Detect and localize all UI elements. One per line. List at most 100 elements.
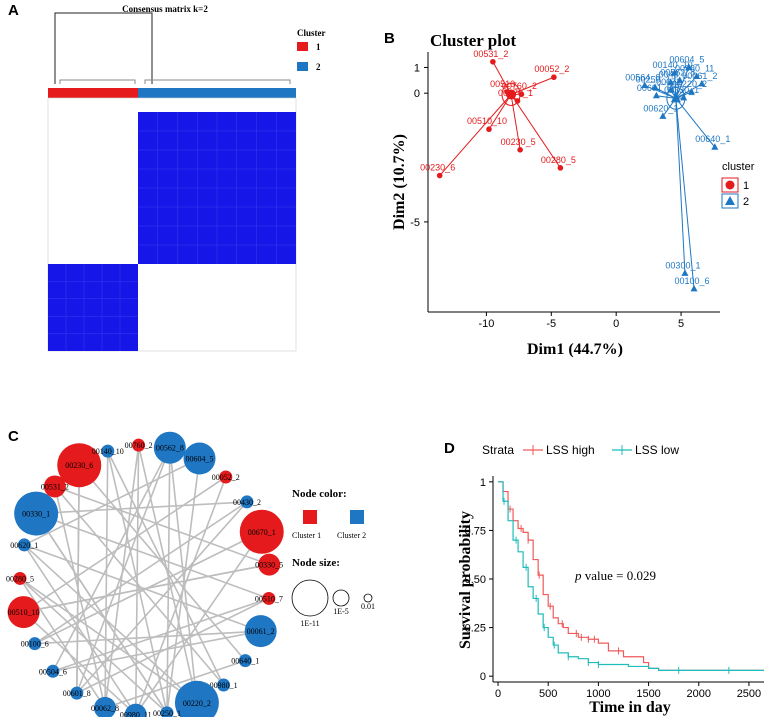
network-node	[217, 678, 231, 692]
network-node-label: 00061_2	[247, 627, 275, 636]
consensus-legend-label-2: 2	[316, 62, 321, 72]
cluster-legend-label-1: 1	[743, 180, 749, 192]
cluster-2-spoke	[654, 87, 677, 99]
network-edge	[135, 531, 263, 716]
network-edge	[54, 485, 225, 686]
cluster-1-point	[486, 126, 492, 133]
node-color-swatch-1	[303, 510, 317, 524]
survival-curve-lss-high	[498, 481, 764, 671]
cluster-1-spoke	[510, 94, 521, 150]
node-color-label-2: Cluster 2	[337, 531, 366, 540]
consensus-legend-swatch-2	[297, 62, 308, 71]
cluster-1-point-label: 00052_2	[534, 64, 569, 74]
network-edge	[104, 451, 109, 708]
network-node-label: 00430_2	[233, 498, 261, 507]
cluster-2-point-label: 00601_8	[637, 83, 672, 93]
x-tick-label: 0	[495, 688, 501, 700]
cluster-2-spoke	[675, 98, 695, 289]
cluster-1-point-label: 00510_10	[467, 116, 507, 126]
cluster-2-point	[676, 76, 684, 83]
network-node-label: 00980_11	[120, 711, 152, 717]
network-edge	[23, 611, 137, 716]
network-node-label: 00601_8	[63, 689, 91, 698]
y-tick-label: 0.50	[465, 574, 486, 586]
network-node-label: 00330_1	[22, 510, 50, 519]
x-tick-label: 1500	[636, 688, 660, 700]
cluster-plot-marks: 00531_200052_200510_00760_200670_100510_…	[420, 49, 730, 292]
x-tick-label: 0	[613, 318, 619, 330]
survival-legend-title: Strata	[482, 443, 514, 457]
network-node	[7, 596, 40, 629]
cluster-2-point	[693, 72, 701, 79]
network-node	[153, 431, 186, 464]
x-tick-label: 5	[678, 318, 684, 330]
cluster-legend-key-2	[721, 193, 739, 209]
network-node-label: 00531_2	[41, 482, 69, 491]
consensus-legend-label-1: 1	[316, 42, 321, 52]
cluster-2-point	[687, 87, 695, 95]
network-edge	[166, 458, 201, 713]
node-size-label-1: 1E-11	[300, 619, 319, 628]
cluster-2-point	[651, 83, 659, 91]
cluster-2-point-label: 00072	[656, 77, 681, 87]
y-tick-label: 0	[480, 671, 486, 683]
network-node	[101, 444, 115, 458]
network-node	[238, 654, 252, 668]
cluster-2-point	[681, 269, 689, 276]
cluster-2-center	[670, 92, 681, 103]
y-tick-label: 0	[414, 88, 420, 100]
network-edge	[35, 512, 270, 600]
cluster-1-spoke	[510, 76, 555, 95]
network-edge	[104, 659, 246, 709]
cluster-2-point	[659, 112, 667, 119]
network-edge	[34, 630, 261, 645]
network-node-label: 00510_10	[8, 608, 40, 617]
network-node-label: 00052_2	[212, 473, 240, 482]
network-node-label: 00250_1	[153, 709, 181, 717]
network-node	[46, 664, 60, 678]
cluster-2-spoke	[675, 83, 703, 99]
network-node	[124, 703, 147, 717]
survival-ticks: 0 500 1000 1500 2000 2500 0 0.25 0.50 0.75 1	[465, 477, 762, 700]
network-node	[240, 495, 254, 509]
network-edge	[54, 485, 270, 566]
cluster-plot-title: Cluster plot	[430, 31, 516, 50]
network-node	[14, 491, 59, 536]
cluster-2-point	[667, 78, 675, 85]
cluster-2-point	[671, 69, 679, 76]
network-node	[258, 553, 281, 576]
cluster-legend-label-2: 2	[743, 196, 749, 208]
network-node	[239, 509, 284, 554]
network-node-label: 00510_7	[255, 594, 283, 603]
survival-curve-lss-low	[498, 481, 764, 671]
node-size-label-3: 0.01	[361, 602, 375, 611]
x-tick-label: -5	[546, 318, 556, 330]
cluster-plot-x-label: Dim1 (44.7%)	[527, 341, 623, 358]
cluster-1-point-label: 00280_5	[541, 155, 576, 165]
node-color-title: Node color:	[292, 488, 347, 500]
cluster-1-point-label: 00531_2	[473, 49, 508, 59]
network-node	[244, 615, 277, 648]
network-node-label: 00562_8	[156, 444, 184, 453]
network-edge	[35, 513, 168, 714]
matrix-block-cluster-1	[48, 264, 138, 351]
network-node	[174, 680, 219, 717]
network-node-label: 00640_1	[231, 657, 259, 666]
network-node	[70, 686, 84, 700]
survival-marks	[498, 481, 764, 674]
y-tick-label: 0.25	[465, 623, 486, 635]
panel-label-c: C	[8, 428, 19, 445]
network-node	[219, 470, 233, 484]
survival-legend-key-low	[612, 445, 632, 455]
network-node-label: 00330_5	[255, 561, 283, 570]
network-edge	[34, 501, 248, 645]
survival-legend-label-high: LSS high	[546, 443, 595, 457]
x-tick-label: 2500	[737, 688, 761, 700]
cluster-1-spoke	[439, 94, 512, 176]
network-node	[57, 443, 102, 488]
cluster-2-point-label: 00220_2	[672, 79, 707, 89]
cluster-2-spoke	[675, 76, 698, 99]
cluster-plot-ticks: -10 -5 0 510-5	[410, 62, 684, 330]
cluster-2-point-label: 00564_6	[625, 72, 660, 82]
